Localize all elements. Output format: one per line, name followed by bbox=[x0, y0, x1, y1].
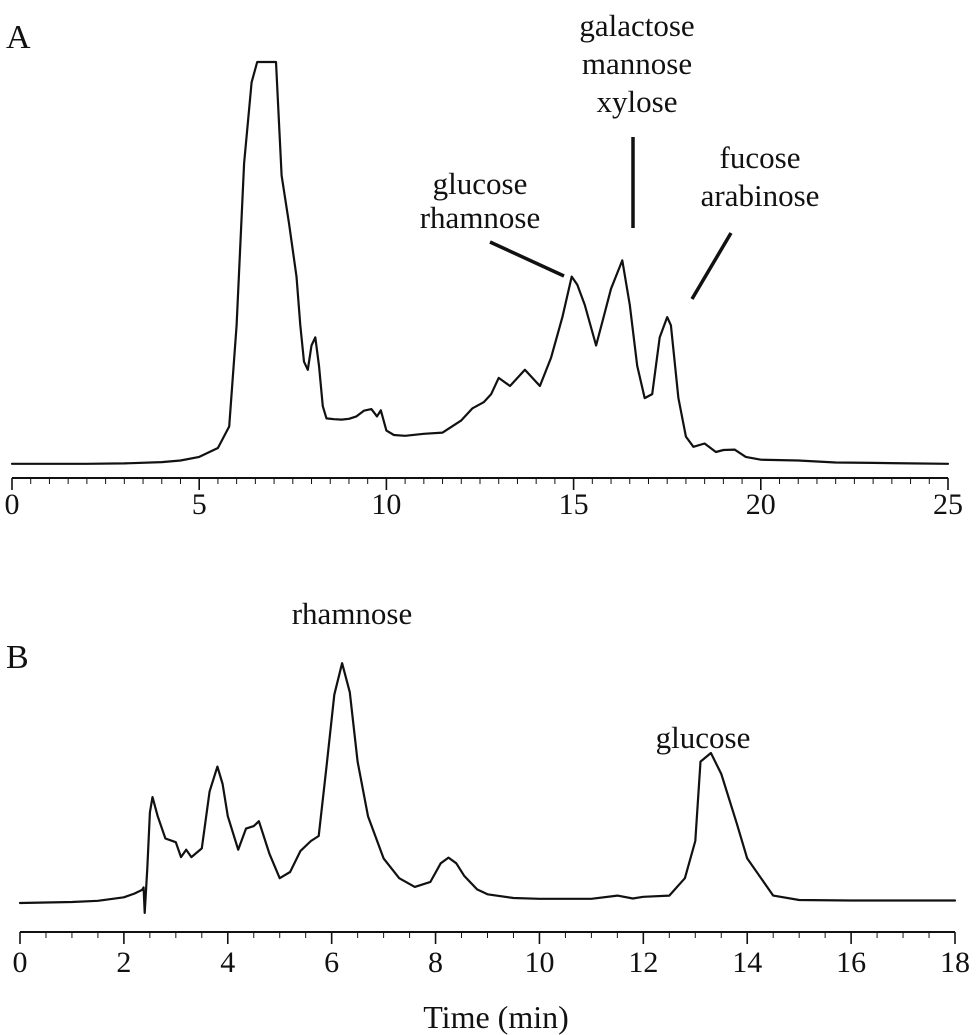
panel-b-label: B bbox=[6, 639, 29, 676]
panel-a: A 0 5 10 15 20 25 glucose rhamnose galactose man… bbox=[5, 8, 964, 521]
x-tick-label: 16 bbox=[836, 946, 866, 979]
panel-b-annotations: rhamnose glucose bbox=[292, 596, 751, 755]
panel-a-x-ticks: 0 5 10 15 20 25 bbox=[5, 478, 963, 521]
x-tick-label: 0 bbox=[13, 946, 28, 979]
x-tick-label: 20 bbox=[746, 488, 776, 521]
peak-label: glucose rhamnose bbox=[420, 166, 541, 235]
peak-label: rhamnose bbox=[292, 596, 413, 631]
x-tick-label: 6 bbox=[324, 946, 339, 979]
peak-leader-line bbox=[690, 232, 733, 300]
panel-a-annotations: glucose rhamnose galactose mannose xylosefuc… bbox=[420, 8, 820, 300]
x-tick-label: 2 bbox=[116, 946, 131, 979]
x-tick-label: 10 bbox=[371, 488, 401, 521]
x-tick-label: 15 bbox=[559, 488, 589, 521]
peak-leader-line bbox=[489, 240, 565, 278]
x-tick-label: 5 bbox=[192, 488, 207, 521]
panel-a-trace bbox=[10, 60, 950, 465]
panel-b-trace bbox=[18, 662, 957, 914]
x-tick-label: 8 bbox=[428, 946, 443, 979]
panel-b: B 0 2 4 6 8 10 12 14 16 18 rhamnose glucose Time (… bbox=[6, 596, 970, 1035]
panel-a-label: A bbox=[6, 19, 31, 56]
peak-label: galactose mannose xylose bbox=[579, 8, 694, 119]
x-tick-label: 12 bbox=[628, 946, 658, 979]
peak-label: glucose bbox=[656, 720, 751, 755]
x-tick-label: 4 bbox=[220, 946, 235, 979]
x-tick-label: 10 bbox=[524, 946, 554, 979]
peak-label: fucose arabinose bbox=[701, 140, 820, 213]
x-tick-label: 0 bbox=[5, 488, 20, 521]
x-tick-label: 18 bbox=[940, 946, 970, 979]
x-tick-label: 14 bbox=[732, 946, 762, 979]
panel-b-x-axis-title: Time (min) bbox=[423, 999, 569, 1035]
x-tick-label: 25 bbox=[933, 488, 963, 521]
panel-b-x-ticks: 0 2 4 6 8 10 12 14 16 18 bbox=[13, 932, 970, 979]
